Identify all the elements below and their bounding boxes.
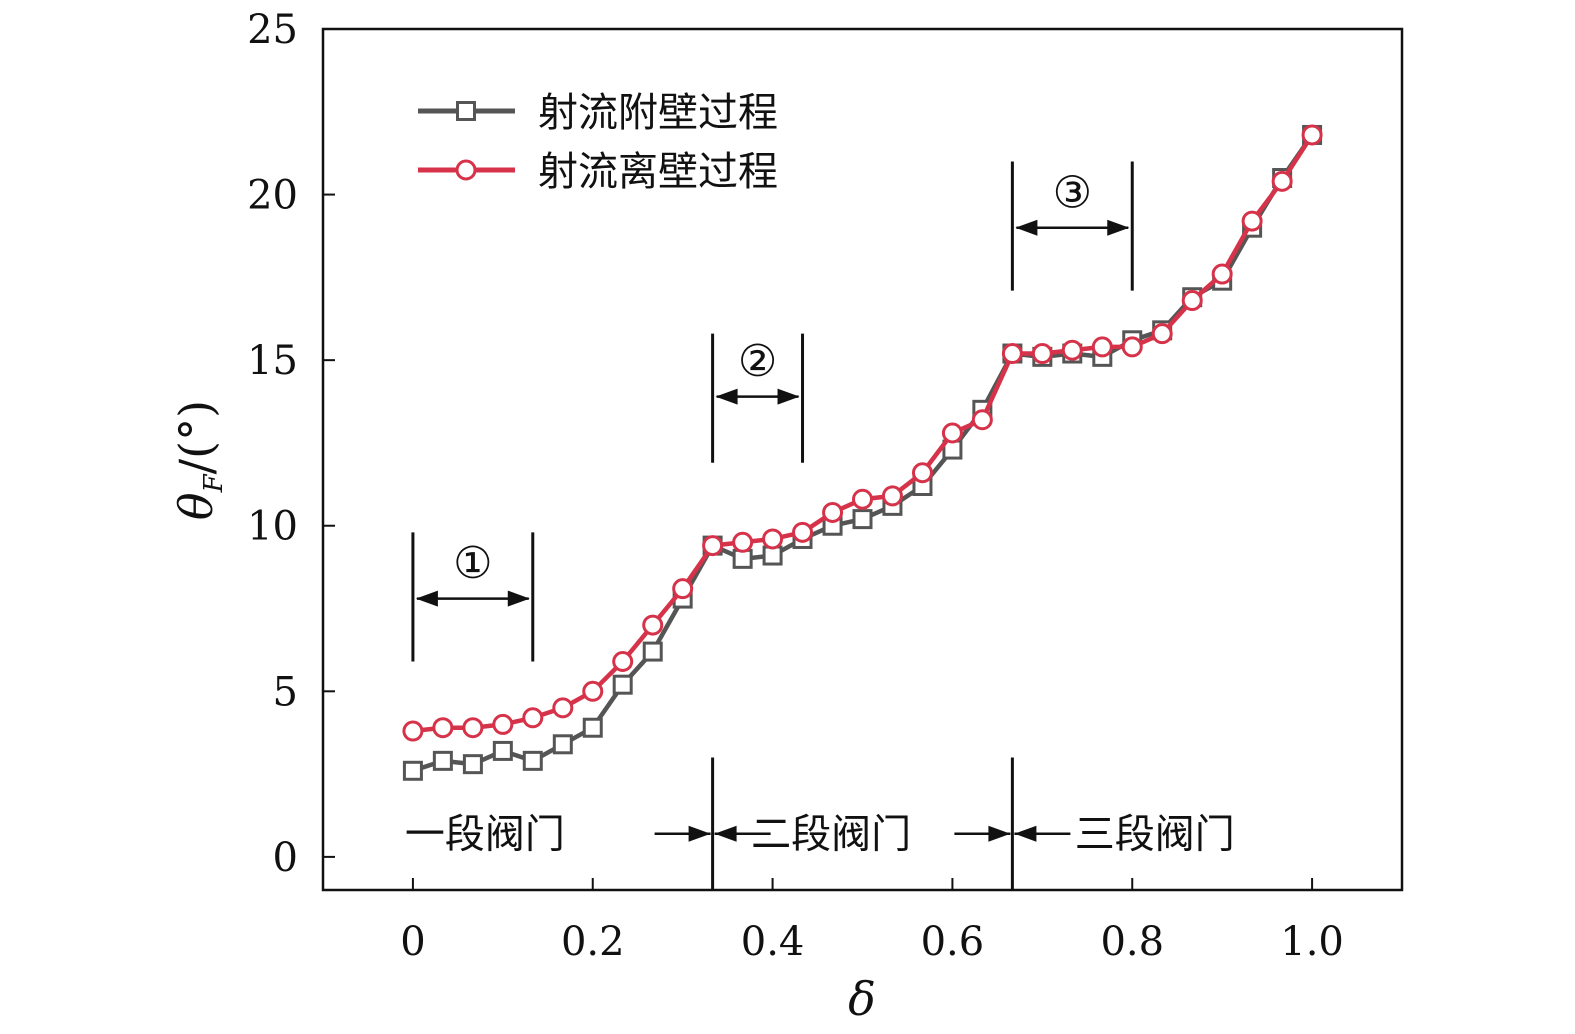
data-point-circle bbox=[852, 488, 873, 510]
series-attach bbox=[402, 124, 1323, 781]
data-point-circle bbox=[881, 485, 903, 507]
x-tick-label: 0.2 bbox=[561, 919, 625, 965]
x-tick-label: 0.8 bbox=[1100, 919, 1164, 965]
y-tick-label: 15 bbox=[247, 338, 298, 384]
svg-text:θF/(°): θF/(°) bbox=[169, 400, 229, 520]
y-axis-title: θF/(°) bbox=[169, 400, 229, 520]
data-point-circle bbox=[1241, 210, 1263, 232]
region-label: 二段阀门 bbox=[751, 812, 911, 858]
data-point-circle bbox=[822, 501, 844, 523]
arrowhead bbox=[988, 825, 1011, 842]
data-point-square bbox=[552, 734, 573, 755]
data-point-circle bbox=[1151, 323, 1173, 345]
arrowhead bbox=[714, 825, 737, 842]
data-point-square bbox=[522, 750, 543, 771]
data-point-circle bbox=[672, 578, 694, 600]
data-point-circle bbox=[642, 614, 664, 636]
axis-ticks: 0 0.2 0.4 0.6 0.8 1.0 0 5 10 15 20 25 bbox=[247, 7, 1344, 965]
bracket-label: ③ bbox=[1053, 167, 1092, 218]
data-point-circle bbox=[762, 528, 784, 550]
arrowhead bbox=[777, 388, 800, 405]
data-point-circle bbox=[462, 717, 484, 739]
data-point-square bbox=[732, 548, 753, 569]
data-point-square bbox=[582, 717, 603, 738]
bracket-annotations: ① ② ③ bbox=[411, 161, 1134, 662]
data-point-circle bbox=[522, 707, 544, 729]
bracket-label: ② bbox=[738, 336, 777, 387]
x-tick-label: 0 bbox=[400, 919, 425, 965]
legend-marker-square bbox=[456, 101, 476, 121]
arrowhead bbox=[715, 388, 738, 405]
data-point-circle bbox=[1181, 290, 1203, 312]
data-point-circle bbox=[552, 697, 574, 719]
y-tick-label: 0 bbox=[273, 835, 298, 881]
data-point-circle bbox=[432, 717, 454, 739]
data-point-square bbox=[462, 754, 483, 775]
data-point-square bbox=[642, 641, 663, 662]
data-point-square bbox=[762, 545, 783, 566]
bracket-label: ① bbox=[453, 538, 492, 589]
y-axis-title-sub: F bbox=[199, 473, 229, 493]
data-point-circle bbox=[971, 409, 993, 431]
data-point-circle bbox=[1121, 336, 1143, 358]
data-point-circle bbox=[1091, 336, 1113, 358]
data-point-square bbox=[852, 509, 873, 530]
data-point-circle bbox=[402, 720, 424, 742]
plot-frame bbox=[321, 27, 1404, 892]
region-label: 一段阀门 bbox=[405, 812, 565, 858]
arrowhead bbox=[507, 590, 530, 607]
y-axis-title-rest: /(°) bbox=[169, 400, 223, 474]
data-point-circle bbox=[732, 531, 754, 553]
x-tick-label: 0.4 bbox=[741, 919, 805, 965]
data-point-circle bbox=[911, 462, 933, 484]
x-tick-label: 0.6 bbox=[921, 919, 985, 965]
data-point-circle bbox=[1211, 263, 1233, 285]
data-point-circle bbox=[1061, 339, 1083, 361]
region-boundaries bbox=[654, 757, 1071, 890]
region-label: 三段阀门 bbox=[1075, 812, 1235, 858]
arrowhead bbox=[1107, 219, 1130, 236]
x-axis-title: δ bbox=[848, 972, 876, 1026]
x-tick-label: 1.0 bbox=[1280, 919, 1344, 965]
arrowhead bbox=[1015, 219, 1038, 236]
data-point-square bbox=[402, 760, 423, 781]
legend-marker-circle bbox=[455, 159, 477, 181]
arrowhead bbox=[415, 590, 438, 607]
series-line bbox=[412, 133, 1314, 773]
data-point-circle bbox=[792, 521, 814, 543]
data-point-circle bbox=[702, 535, 724, 557]
data-point-circle bbox=[492, 713, 514, 735]
data-point-square bbox=[612, 674, 633, 695]
data-point-circle bbox=[582, 680, 604, 702]
data-point-circle bbox=[1271, 170, 1293, 192]
data-point-square bbox=[432, 750, 453, 771]
arrowhead bbox=[688, 825, 711, 842]
data-point-circle bbox=[1301, 124, 1323, 146]
y-axis-title-main: θ bbox=[169, 492, 223, 520]
region-labels: 一段阀门 二段阀门 三段阀门 bbox=[405, 812, 1235, 858]
data-point-circle bbox=[1031, 343, 1053, 365]
series-layer bbox=[402, 124, 1323, 781]
legend-label-attach: 射流附壁过程 bbox=[538, 90, 778, 136]
data-point-circle bbox=[612, 651, 634, 673]
data-point-circle bbox=[941, 422, 963, 444]
arrowhead bbox=[1014, 825, 1037, 842]
y-tick-label: 10 bbox=[247, 504, 298, 550]
legend: 射流附壁过程 射流离壁过程 bbox=[418, 90, 778, 195]
y-tick-label: 20 bbox=[247, 173, 298, 219]
y-tick-label: 25 bbox=[247, 7, 298, 53]
data-point-square bbox=[492, 740, 513, 761]
series-detach bbox=[402, 124, 1323, 742]
series-line bbox=[412, 133, 1314, 734]
legend-label-detach: 射流离壁过程 bbox=[538, 149, 778, 195]
y-tick-label: 5 bbox=[273, 669, 298, 715]
data-point-circle bbox=[1001, 343, 1023, 365]
